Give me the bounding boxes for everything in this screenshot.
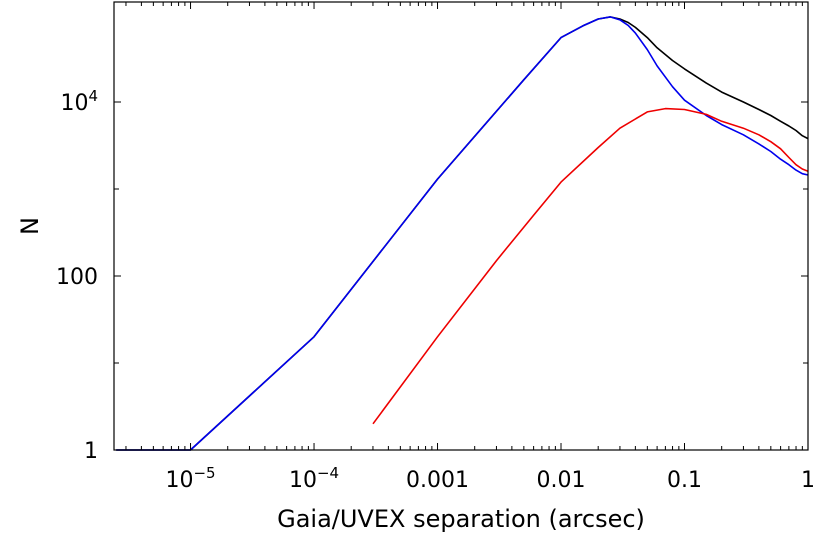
series-layer [116,16,809,451]
x-tick-base: 10 [165,468,193,493]
y-tick-base: 10 [60,91,88,116]
y-tick-label: 104 [60,87,98,116]
series-line-blue [116,16,809,451]
x-tick-label: 0.001 [406,468,469,493]
x-tick-exponent: −5 [193,464,215,482]
plot-frame [113,1,809,451]
y-tick-exponent: 4 [88,87,98,105]
x-axis-label: Gaia/UVEX separation (arcsec) [277,505,645,533]
x-tick-base: 10 [289,468,317,493]
x-tick-label: 0.1 [667,468,702,493]
series-line-red [372,107,809,425]
x-tick-label: 0.01 [537,468,586,493]
x-tick-exponent: −4 [317,464,339,482]
x-tick-label: 1 [801,468,815,493]
y-tick-label: 100 [56,265,98,290]
y-tick-label: 1 [84,439,98,464]
x-tick-label: 10−4 [289,464,339,493]
y-axis-label: N [16,217,44,235]
x-tick-label: 10−5 [165,464,215,493]
